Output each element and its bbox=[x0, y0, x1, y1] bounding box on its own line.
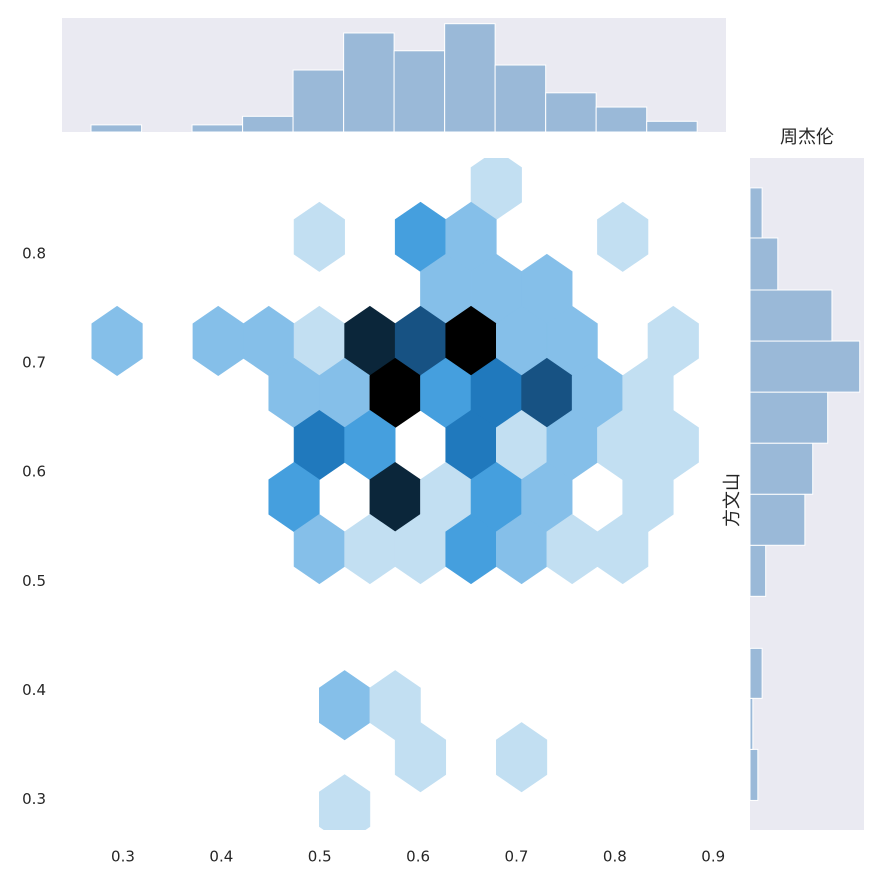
empty-hex bbox=[262, 826, 275, 830]
empty-hex bbox=[405, 158, 436, 169]
hist-bar bbox=[749, 647, 763, 699]
empty-hex bbox=[152, 158, 183, 169]
empty-hex bbox=[0, 566, 16, 635]
hist-bar bbox=[343, 32, 395, 133]
empty-hex bbox=[62, 826, 73, 830]
empty-hex bbox=[364, 826, 376, 830]
hist-bar bbox=[595, 106, 648, 133]
x-tick-label: 0.6 bbox=[406, 848, 430, 866]
empty-hex bbox=[0, 358, 16, 427]
empty-hex bbox=[0, 98, 41, 167]
hex-cell bbox=[91, 305, 143, 377]
hist-bar bbox=[749, 340, 861, 393]
empty-hex bbox=[616, 826, 629, 830]
empty-hex bbox=[515, 826, 528, 830]
hist-bar bbox=[749, 544, 767, 597]
hex-cell bbox=[293, 201, 345, 272]
empty-hex bbox=[0, 723, 41, 792]
hist-bar bbox=[393, 50, 446, 133]
empty-hex bbox=[724, 46, 775, 115]
hex-cell bbox=[597, 201, 649, 272]
hist-bar bbox=[444, 23, 496, 133]
y-axis-label: 方文山 bbox=[722, 473, 743, 527]
empty-hex bbox=[203, 158, 233, 169]
hist-bar bbox=[749, 237, 779, 291]
empty-hex bbox=[304, 158, 335, 169]
hist-bar bbox=[749, 187, 763, 239]
empty-hex bbox=[607, 158, 638, 169]
hex-cell bbox=[394, 722, 447, 793]
x-tick-label: 0.7 bbox=[505, 848, 529, 866]
empty-hex bbox=[62, 158, 82, 169]
empty-hex bbox=[62, 163, 68, 206]
empty-hex bbox=[62, 267, 68, 310]
hist-bar bbox=[749, 748, 759, 801]
empty-hex bbox=[667, 826, 680, 830]
empty-hex bbox=[0, 462, 16, 531]
hist-bar bbox=[191, 124, 244, 133]
hex-cell bbox=[496, 722, 548, 793]
hist-bar bbox=[545, 92, 597, 133]
empty-hex bbox=[0, 254, 16, 323]
empty-hex bbox=[566, 826, 578, 830]
empty-hex bbox=[749, 827, 800, 880]
hex-layer bbox=[0, 46, 851, 880]
empty-hex bbox=[102, 158, 132, 169]
hist-bar bbox=[494, 64, 547, 133]
empty-hex bbox=[774, 46, 825, 115]
y-tick-label: 0.4 bbox=[22, 681, 46, 699]
empty-hex bbox=[355, 158, 385, 169]
empty-hex bbox=[212, 826, 225, 830]
empty-hex bbox=[161, 826, 174, 830]
hist-bar bbox=[749, 493, 806, 546]
empty-hex bbox=[111, 826, 123, 830]
empty-hex bbox=[254, 158, 284, 169]
x-tick-label: 0.3 bbox=[111, 848, 135, 866]
y-tick-label: 0.6 bbox=[22, 463, 46, 481]
empty-hex bbox=[0, 618, 41, 687]
hex-cell bbox=[319, 774, 371, 830]
empty-hex bbox=[658, 158, 688, 169]
empty-hex bbox=[62, 788, 68, 830]
y-tick-label: 0.7 bbox=[22, 354, 46, 372]
empty-hex bbox=[0, 46, 16, 115]
x-tick-label: 0.4 bbox=[209, 848, 233, 866]
hex-cell bbox=[597, 514, 649, 585]
hist-bar bbox=[749, 697, 754, 750]
hist-bar bbox=[749, 442, 814, 495]
x-tick-label: 0.8 bbox=[603, 848, 627, 866]
hist-bar bbox=[646, 120, 698, 133]
empty-hex bbox=[0, 671, 16, 740]
hist-bar bbox=[292, 69, 345, 133]
hist-bar bbox=[749, 391, 829, 444]
hist-bar bbox=[90, 124, 143, 133]
empty-hex bbox=[313, 826, 326, 830]
empty-hex bbox=[557, 158, 587, 169]
empty-hex bbox=[465, 826, 477, 830]
empty-hex bbox=[800, 827, 851, 880]
empty-hex bbox=[709, 158, 726, 169]
empty-hex bbox=[414, 826, 427, 830]
y-tick-label: 0.3 bbox=[22, 790, 46, 808]
x-tick-label: 0.9 bbox=[701, 848, 725, 866]
hist-bar bbox=[242, 115, 294, 133]
empty-hex bbox=[0, 150, 16, 219]
y-tick-label: 0.8 bbox=[22, 245, 46, 263]
hist-bar bbox=[749, 289, 833, 342]
x-tick-label: 0.5 bbox=[308, 848, 332, 866]
x-axis-label: 周杰伦 bbox=[780, 127, 834, 148]
y-tick-label: 0.5 bbox=[22, 572, 46, 590]
empty-hex bbox=[16, 46, 67, 115]
empty-hex bbox=[0, 775, 16, 844]
empty-hex bbox=[0, 827, 41, 880]
